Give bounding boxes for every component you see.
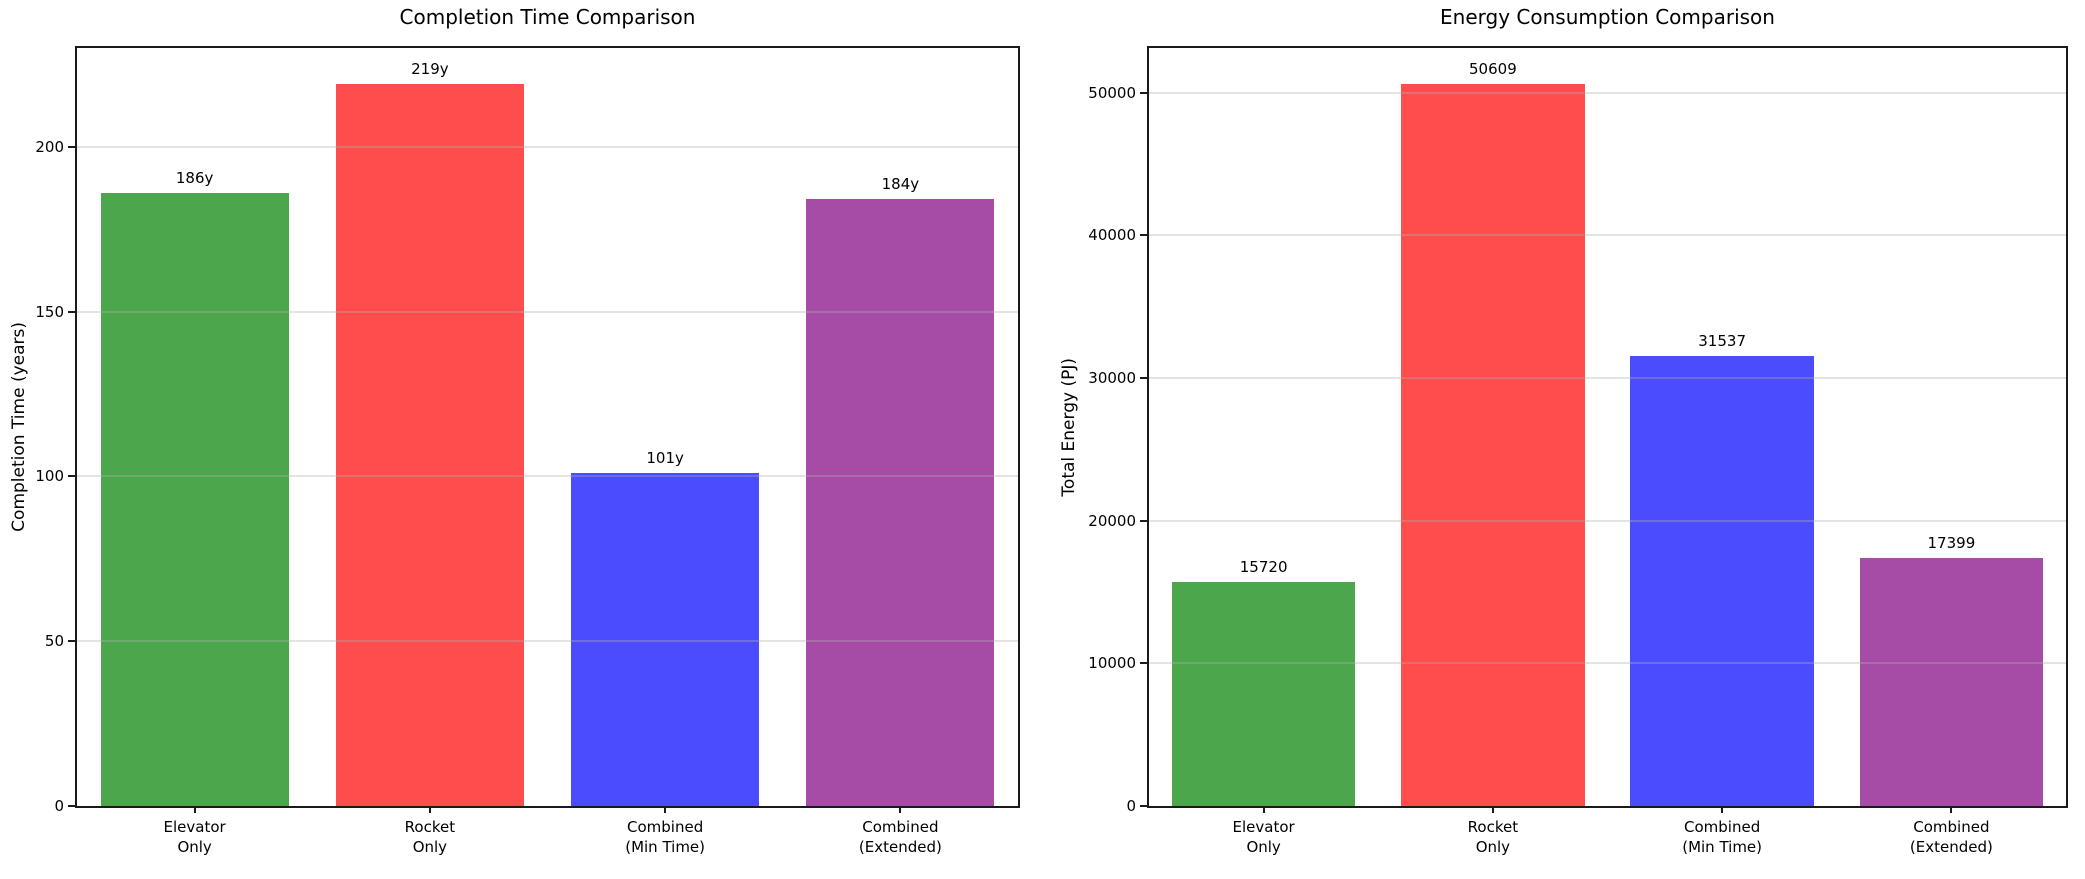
- bar-combined: [1859, 557, 2044, 806]
- y-tick-mark: [68, 310, 75, 313]
- gridline: [77, 310, 1018, 313]
- gridline: [77, 145, 1018, 148]
- x-category-label: Elevator Only: [77, 818, 312, 857]
- bar-value-label: 17399: [1927, 533, 1976, 552]
- y-tick-mark: [1140, 519, 1147, 522]
- bar-value-label: 31537: [1698, 332, 1746, 351]
- x-tick-mark: [899, 806, 902, 813]
- x-category-label-line: Combined: [1913, 818, 1990, 836]
- bar-combined: [1630, 356, 1814, 806]
- x-category-label-line: (Min Time): [1682, 837, 1763, 856]
- y-tick-mark: [1140, 662, 1147, 665]
- bar-value-label: 184y: [881, 175, 920, 194]
- bar-rocket: [335, 84, 524, 806]
- x-category-label: Rocket Only: [312, 818, 547, 857]
- y-tick-label: 50: [44, 632, 64, 651]
- x-category-label-line: Combined: [862, 818, 939, 836]
- x-category-label-line: Rocket: [404, 818, 456, 836]
- x-category-label-line: Elevator: [163, 818, 226, 836]
- chart-panel-energy-consumption: Energy Consumption Comparison Total Ener…: [1042, 0, 2085, 879]
- x-category-label-line: Only: [1246, 837, 1281, 856]
- gridline: [1149, 91, 2066, 94]
- y-tick-mark: [1140, 805, 1147, 807]
- bar-rocket: [1401, 84, 1585, 806]
- bar-combined: [571, 473, 760, 806]
- gridline: [77, 640, 1018, 643]
- x-category-label-line: Only: [412, 837, 448, 856]
- x-category-label: Combined (Min Time): [548, 818, 783, 857]
- bar-elevator: [100, 192, 289, 806]
- chart-title: Completion Time Comparison: [399, 5, 696, 29]
- y-tick-label: 200: [35, 137, 64, 156]
- y-axis-label: Total Energy (PJ): [1056, 46, 1082, 808]
- x-category-label: Rocket Only: [1378, 818, 1607, 857]
- y-tick-mark: [68, 805, 75, 807]
- plot-area: 0 50 100 150 200 186y Elevator Only 219y Rocket On…: [35, 46, 1020, 856]
- y-tick-label: 20000: [1088, 511, 1136, 530]
- bar-value-label: 15720: [1239, 557, 1288, 576]
- x-category-label-line: (Extended): [1909, 837, 1993, 856]
- y-tick-label: 30000: [1088, 369, 1136, 388]
- x-tick-mark: [193, 806, 196, 813]
- chart-panel-completion-time: Completion Time Comparison Completion Ti…: [0, 0, 1042, 879]
- y-tick-mark: [1140, 377, 1147, 380]
- x-category-label: Combined (Extended): [1837, 818, 2066, 857]
- bar-value-label: 219y: [411, 60, 449, 79]
- y-tick-mark: [68, 145, 75, 148]
- y-tick-label: 40000: [1088, 226, 1136, 245]
- y-tick-label: 100: [35, 467, 64, 486]
- gridline: [1149, 377, 2066, 380]
- y-tick-label: 0: [1126, 797, 1136, 815]
- y-axis-label: Completion Time (years): [6, 46, 32, 808]
- x-tick-mark: [428, 806, 431, 813]
- gridline: [1149, 234, 2066, 237]
- x-tick-mark: [1491, 806, 1494, 813]
- x-category-label-line: (Min Time): [625, 837, 706, 856]
- x-category-label-line: Combined: [627, 818, 704, 836]
- chart-title: Energy Consumption Comparison: [1440, 5, 1775, 29]
- x-tick-mark: [1262, 806, 1265, 813]
- bar-value-label: 186y: [175, 168, 214, 187]
- gridline: [1149, 662, 2066, 665]
- x-tick-mark: [1950, 806, 1953, 813]
- bar-combined: [806, 199, 995, 806]
- y-tick-mark: [68, 475, 75, 478]
- bar-elevator: [1171, 581, 1356, 806]
- y-tick-mark: [68, 640, 75, 643]
- bar-value-label: 101y: [646, 449, 684, 468]
- x-category-label-line: Only: [177, 837, 212, 856]
- gridline: [1149, 519, 2066, 522]
- y-axis-label-text: Total Energy (PJ): [1059, 357, 1079, 497]
- y-tick-label: 50000: [1088, 83, 1136, 102]
- x-category-label-line: (Extended): [858, 837, 942, 856]
- x-category-label-line: Only: [1475, 837, 1511, 856]
- x-category-label-line: Combined: [1684, 818, 1761, 836]
- x-category-label: Elevator Only: [1149, 818, 1378, 857]
- y-tick-label: 10000: [1088, 654, 1136, 673]
- x-category-label-line: Elevator: [1232, 818, 1295, 836]
- x-category-label: Combined (Min Time): [1608, 818, 1837, 857]
- y-axis-label-text: Completion Time (years): [9, 322, 29, 532]
- gridline: [77, 475, 1018, 478]
- y-tick-mark: [1140, 234, 1147, 237]
- y-tick-label: 0: [54, 797, 64, 815]
- y-tick-label: 150: [35, 302, 64, 321]
- y-tick-mark: [1140, 91, 1147, 94]
- plot-area: 0 10000 20000 30000 40000 50000 15720 Elevator O…: [1088, 46, 2068, 856]
- x-tick-mark: [1721, 806, 1724, 813]
- x-tick-mark: [664, 806, 667, 813]
- x-category-label: Combined (Extended): [783, 818, 1018, 857]
- bar-value-label: 50609: [1469, 60, 1517, 79]
- x-category-label-line: Rocket: [1467, 818, 1519, 836]
